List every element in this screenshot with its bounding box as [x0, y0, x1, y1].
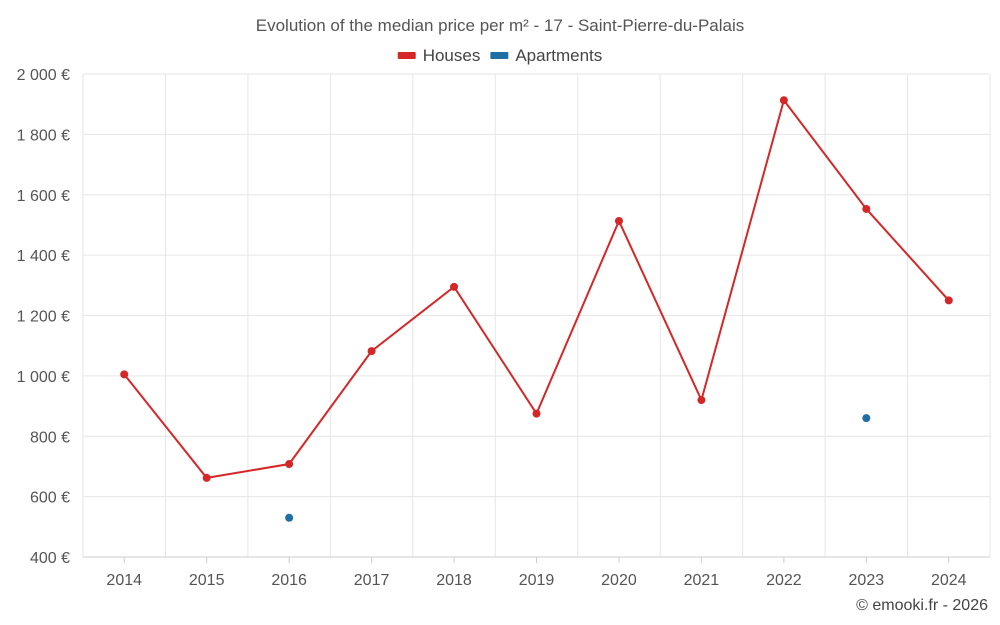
y-tick-label: 1 400 €: [17, 248, 70, 265]
data-point-houses[interactable]: [862, 204, 871, 213]
axes: 400 € 600 € 800 € 1 000 € 1 200 € 1 400 € 1 60…: [17, 67, 990, 589]
legend-item-houses[interactable]: Houses: [397, 46, 481, 65]
y-tick-label: 1 800 €: [17, 127, 70, 144]
x-tick-label: 2018: [436, 572, 472, 589]
x-tick-label: 2021: [684, 572, 720, 589]
x-tick-label: 2014: [106, 572, 142, 589]
legend-label: Apartments: [515, 46, 602, 65]
legend[interactable]: Houses Apartments: [397, 46, 603, 65]
credit-text: © emooki.fr - 2026: [856, 597, 988, 614]
x-tick-label: 2019: [519, 572, 555, 589]
data-point-houses[interactable]: [532, 409, 541, 418]
x-tick-label: 2022: [766, 572, 802, 589]
legend-item-apartments[interactable]: Apartments: [490, 46, 602, 65]
y-tick-label: 1 600 €: [17, 188, 70, 205]
y-tick-label: 1 200 €: [17, 309, 70, 326]
y-tick-label: 600 €: [30, 490, 70, 507]
data-point-houses[interactable]: [450, 282, 459, 291]
y-tick-label: 1 000 €: [17, 369, 70, 386]
series-layer: [120, 96, 953, 522]
x-tick-label: 2016: [271, 572, 307, 589]
data-point-houses[interactable]: [614, 217, 623, 226]
data-point-houses[interactable]: [697, 396, 706, 405]
data-point-houses[interactable]: [285, 460, 294, 469]
legend-label: Houses: [423, 46, 481, 65]
x-tick-label: 2024: [931, 572, 967, 589]
data-point-apartments[interactable]: [862, 414, 871, 423]
x-tick-label: 2020: [601, 572, 637, 589]
data-point-houses[interactable]: [944, 296, 953, 305]
x-tick-label: 2023: [849, 572, 885, 589]
y-tick-label: 800 €: [30, 429, 70, 446]
legend-swatch: [490, 52, 509, 59]
x-tick-label: 2015: [189, 572, 225, 589]
data-point-houses[interactable]: [120, 370, 129, 379]
legend-swatch: [397, 52, 416, 59]
data-point-houses[interactable]: [779, 96, 788, 105]
grid-lines: [82, 73, 991, 558]
x-tick-label: 2017: [354, 572, 390, 589]
data-point-houses[interactable]: [367, 347, 376, 356]
data-point-apartments[interactable]: [285, 513, 294, 522]
y-tick-label: 400 €: [30, 550, 70, 567]
y-tick-label: 2 000 €: [17, 67, 70, 84]
data-point-houses[interactable]: [202, 473, 211, 482]
chart-title: Evolution of the median price per m² - 1…: [256, 16, 745, 35]
